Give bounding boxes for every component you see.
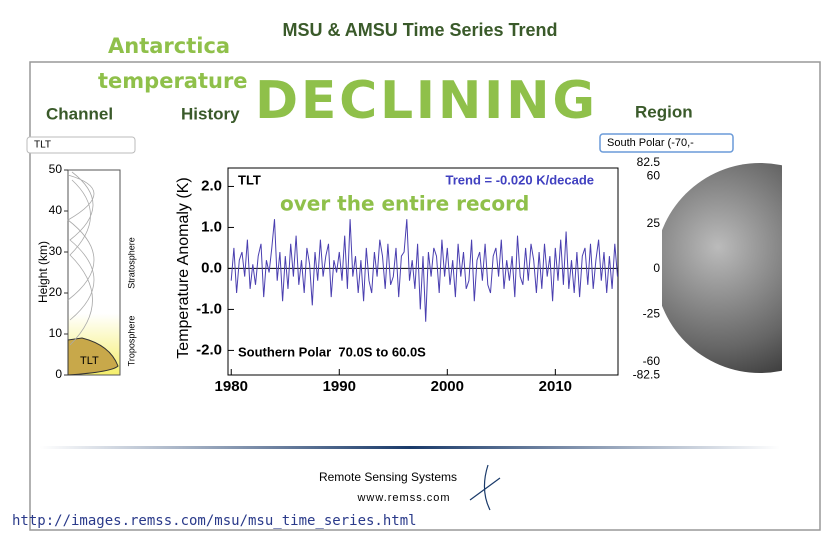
trend-label: Trend = -0.020 K/decade (446, 172, 594, 187)
label: History (181, 104, 240, 123)
y-tick-label: 1.0 (201, 218, 222, 235)
weighting-curves (67, 171, 95, 346)
y-tick-label: -1.0 (196, 300, 222, 317)
headline: DECLINING (255, 71, 595, 131)
select-value: TLT (34, 140, 51, 151)
x-tick-label: 1990 (323, 378, 356, 395)
x-tick-label: 2010 (539, 378, 572, 395)
channel-label: TLT (80, 355, 99, 367)
lat-label: 60 (647, 169, 661, 183)
frame (29, 61, 821, 531)
plot-label: TLT (238, 172, 261, 187)
y-tick-label: 2.0 (201, 177, 222, 194)
tick-label: 0 (55, 367, 62, 381)
y-tick-label: 0.0 (201, 259, 222, 276)
tick-label: 20 (49, 285, 63, 299)
region-label: Southern Polar 70.0S to 60.0S (238, 344, 426, 359)
logo-mark (469, 464, 501, 511)
channel-select[interactable] (26, 136, 136, 154)
select-value: South Polar (-70,- (607, 137, 694, 149)
url: http://images.remss.com/msu/msu_time_ser… (12, 513, 417, 529)
tick-label: 30 (49, 244, 63, 258)
divider (40, 446, 780, 449)
axis-label: Height (km) (36, 241, 50, 303)
annotation: Antarctica (108, 34, 230, 58)
lat-label: -25 (643, 306, 661, 320)
lat-label: 82.5 (637, 155, 661, 169)
org: Remote Sensing Systems (319, 470, 457, 484)
lat-label: 0 (653, 261, 660, 275)
annotation: over the entire record (280, 192, 529, 216)
layer-label: Troposphere (126, 316, 136, 367)
annotation: temperature (98, 69, 248, 93)
site: www.remss.com (356, 492, 450, 504)
title: MSU & AMSU Time Series Trend (282, 20, 557, 40)
lat-label: -82.5 (633, 367, 661, 381)
layer-label: Stratosphere (126, 237, 136, 289)
series-line (230, 219, 618, 322)
y-tick-label: -2.0 (196, 341, 222, 358)
label: Channel (46, 104, 113, 123)
x-tick-label: 2000 (431, 378, 464, 395)
tick-label: 10 (49, 326, 63, 340)
x-tick-label: 1980 (215, 378, 248, 395)
tick-label: 40 (49, 203, 63, 217)
y-axis-label: Temperature Anomaly (K) (175, 177, 192, 358)
tick-label: 50 (49, 162, 63, 176)
globe (662, 163, 782, 373)
lat-label: -60 (643, 354, 661, 368)
region-select[interactable] (599, 133, 734, 153)
label: Region (635, 102, 693, 121)
lat-label: 25 (647, 216, 661, 230)
tlt-weighting (67, 337, 119, 376)
